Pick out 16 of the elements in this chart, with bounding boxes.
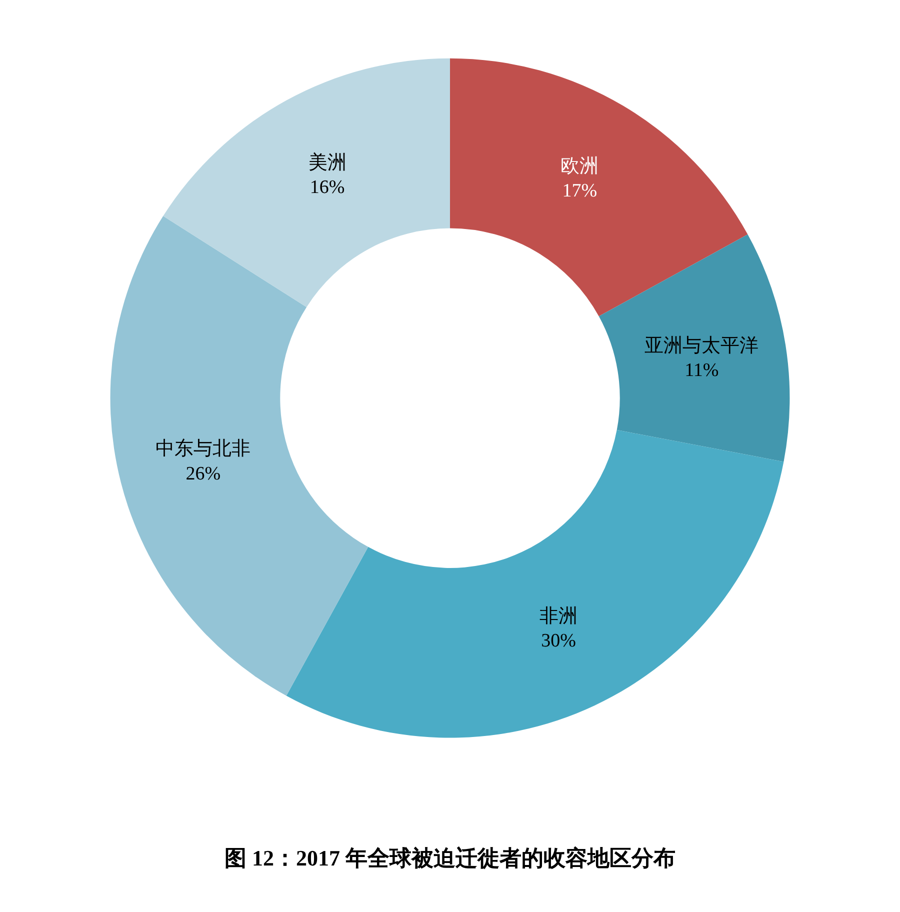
donut-slice <box>598 234 790 462</box>
slice-label: 美洲 <box>308 151 346 174</box>
data-label: 17% <box>562 180 598 202</box>
slice-label: 亚洲与太平洋 <box>644 335 759 356</box>
donut-slice <box>110 216 368 696</box>
data-label: 11% <box>684 360 719 382</box>
slice-label: 中东与北非 <box>156 438 251 460</box>
donut-slice <box>450 58 748 316</box>
data-label: 26% <box>186 463 221 484</box>
slice-label: 非洲 <box>539 606 578 627</box>
slice-label: 欧洲 <box>560 156 599 177</box>
donut-slice <box>163 58 450 308</box>
data-label: 30% <box>541 630 576 652</box>
donut-slice <box>286 430 784 738</box>
text: 图 12：2017 年全球被迫迁徙者的收容地区分布 <box>224 846 676 871</box>
data-label: 16% <box>310 177 345 198</box>
